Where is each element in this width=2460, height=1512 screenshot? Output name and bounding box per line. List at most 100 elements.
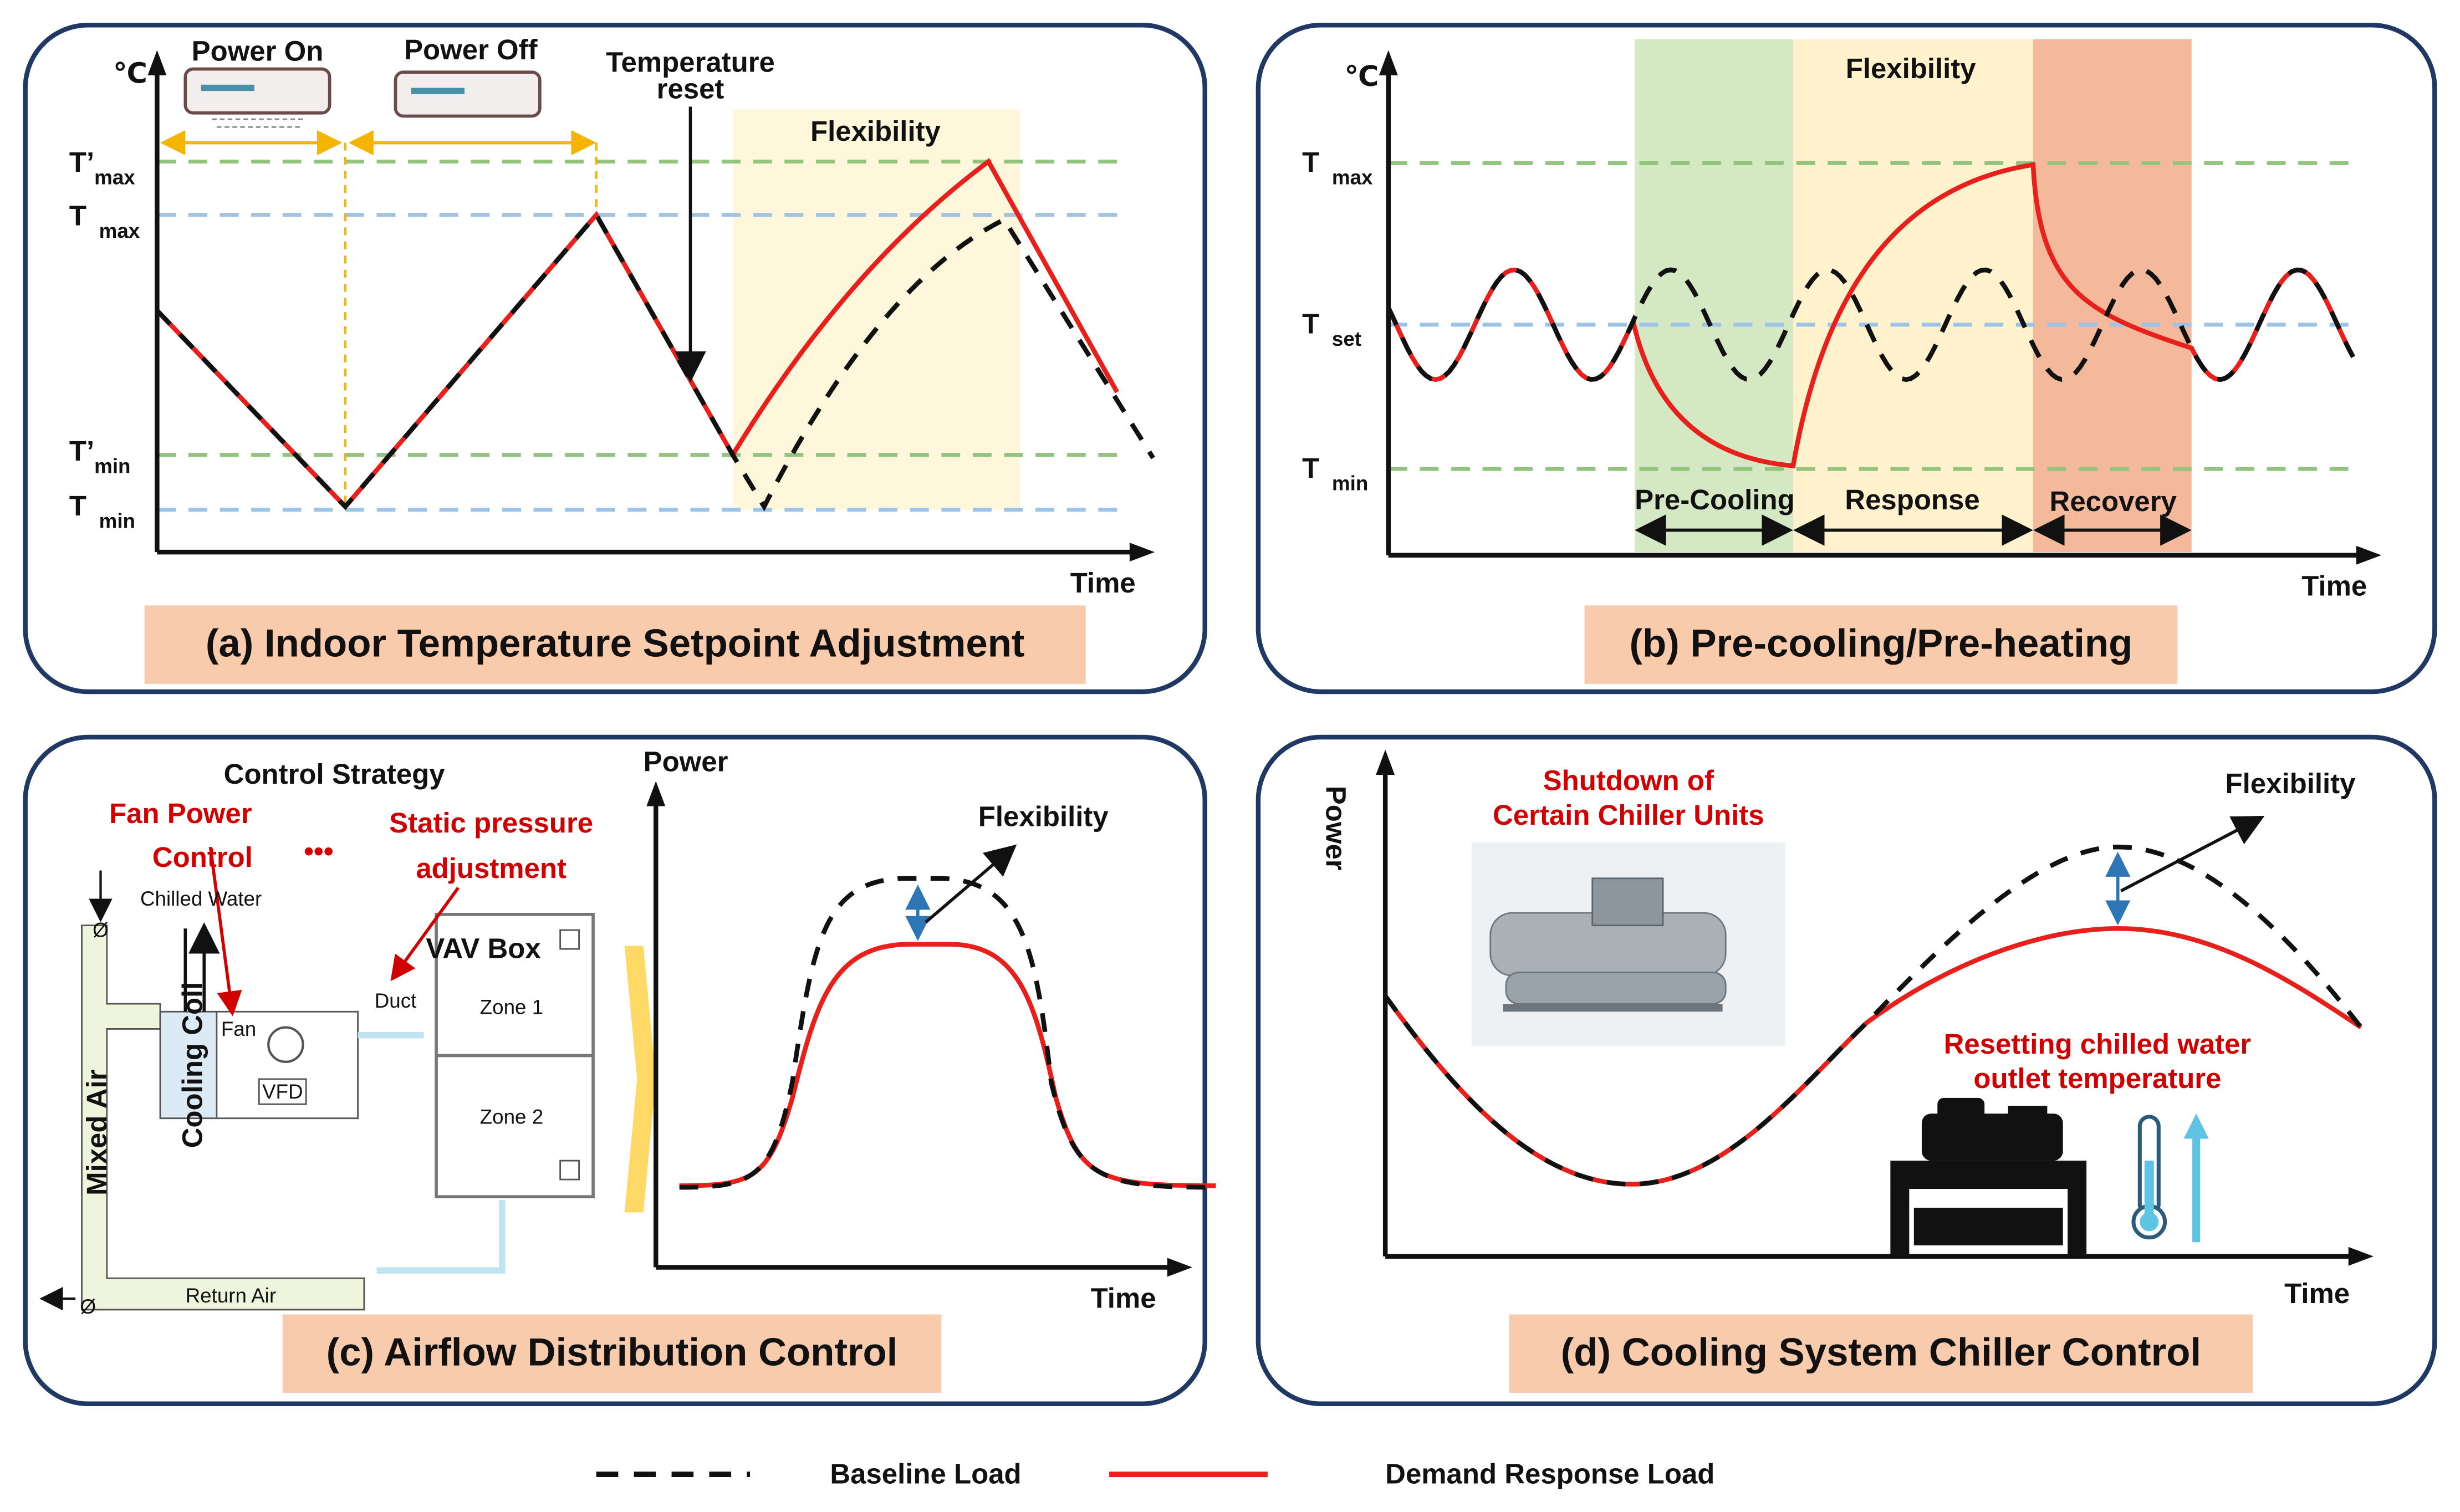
label: Shutdown of <box>1543 765 1714 796</box>
annotation-arrow <box>208 846 242 1016</box>
label: Zone 2 <box>480 1105 543 1128</box>
label: Power Off <box>404 34 538 65</box>
baseline-curve <box>155 211 1155 512</box>
label: reset <box>657 73 724 105</box>
panel-a: ℃ Power On Power Off Temperature reset F… <box>23 23 1207 694</box>
caption: (b) Pre-cooling/Pre-heating <box>1629 621 2132 665</box>
cooling-coil <box>159 1010 218 1120</box>
legend: Baseline Load Demand Response Load <box>596 1458 1714 1489</box>
level-label: T’min <box>69 435 131 477</box>
caption: (a) Indoor Temperature Setpoint Adjustme… <box>206 621 1025 665</box>
big-arrow <box>624 946 656 1213</box>
subscript: min <box>94 454 130 477</box>
panel-frame <box>1255 734 2437 1406</box>
chiller-image <box>1471 842 1785 1046</box>
label: Ø <box>93 919 109 942</box>
caption-box <box>1584 605 2178 684</box>
axes <box>155 59 1142 555</box>
label: Fan <box>221 1018 256 1040</box>
caption: (c) Airflow Distribution Control <box>326 1330 898 1374</box>
x-label: Time <box>2301 570 2367 602</box>
y-label: Power <box>644 746 728 778</box>
phase-label: Response <box>1845 484 1979 515</box>
label: outlet temperature <box>1973 1063 2221 1094</box>
phase-region <box>1793 39 2033 553</box>
label: VAV Box <box>426 932 540 964</box>
label: Resetting chilled water <box>1944 1028 2252 1060</box>
fan-icon <box>267 1026 304 1063</box>
phase-region <box>1635 39 1793 553</box>
phase-region <box>2033 39 2192 553</box>
annotation-arrow <box>390 887 460 982</box>
axes <box>1382 760 2361 1259</box>
symbol: T <box>1302 308 1319 340</box>
level-label: T’max <box>69 147 135 189</box>
legend-label: Demand Response Load <box>1385 1458 1714 1489</box>
panel-c: Control Strategy Fan Power Control ••• S… <box>23 734 1216 1406</box>
subscript: max <box>94 166 135 188</box>
label: Control <box>152 841 253 873</box>
caption-box <box>144 605 1086 684</box>
chiller-icon <box>1890 1097 2087 1255</box>
baseline-curve <box>1386 267 2355 382</box>
flexibility-pointer <box>2120 815 2265 892</box>
symbol: T’ <box>69 147 94 178</box>
label: Power On <box>192 35 324 67</box>
vav-box-icon <box>559 1159 580 1181</box>
y-unit: ℃ <box>1345 60 1379 92</box>
label: Control Strategy <box>224 758 446 790</box>
x-label: Time <box>2284 1278 2350 1309</box>
label: Chilled Water <box>140 887 262 910</box>
response-curve <box>155 158 1119 510</box>
label: Ø <box>80 1295 96 1318</box>
symbol: T <box>69 200 86 232</box>
ac-unit-icon <box>183 67 331 128</box>
label: Return Air <box>186 1284 276 1307</box>
label: Flexibility <box>2226 768 2356 799</box>
phase-label: Recovery <box>2050 486 2177 517</box>
label: Temperature <box>606 46 775 78</box>
vfd-box <box>258 1078 307 1105</box>
subscript: min <box>1332 472 1368 494</box>
symbol: T <box>1302 452 1319 484</box>
thermometer-icon <box>2131 1115 2167 1240</box>
label: Flexibility <box>810 115 941 147</box>
increase-arrow-head <box>2183 1113 2209 1139</box>
label: Certain Chiller Units <box>1493 799 1764 831</box>
label: adjustment <box>416 852 566 884</box>
subscript: min <box>99 509 135 532</box>
ac-unit-icon <box>394 70 542 118</box>
x-label: Time <box>1091 1282 1156 1314</box>
chilled-water-pipe <box>185 928 204 1012</box>
baseline-curve <box>679 876 1216 1190</box>
phase-label: Pre-Cooling <box>1635 484 1795 515</box>
label: Mixed Air <box>81 1069 113 1195</box>
label: Zone 1 <box>480 995 543 1018</box>
baseline-curve <box>1383 844 2363 1187</box>
flexibility-pointer <box>925 844 1017 924</box>
label: Flexibility <box>1846 53 1977 84</box>
legend-label: Baseline Load <box>830 1458 1021 1489</box>
label: ••• <box>304 835 333 867</box>
label: Static pressure <box>389 807 593 839</box>
label: Cooling Coil <box>177 982 208 1148</box>
symbol: T <box>69 490 86 522</box>
subscript: set <box>1332 328 1361 350</box>
axes <box>1386 59 2369 558</box>
subscript: max <box>99 219 140 242</box>
x-label: Time <box>1070 567 1136 599</box>
caption: (d) Cooling System Chiller Control <box>1561 1330 2201 1374</box>
subscript: max <box>1332 166 1373 188</box>
label: Duct <box>375 989 417 1012</box>
label: Flexibility <box>978 801 1109 832</box>
y-label: Power <box>1320 786 1351 871</box>
symbol: T’ <box>69 435 94 467</box>
